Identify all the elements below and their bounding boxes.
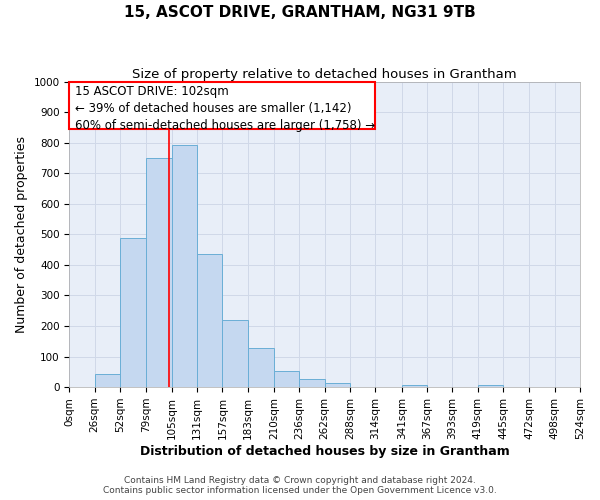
Text: 15, ASCOT DRIVE, GRANTHAM, NG31 9TB: 15, ASCOT DRIVE, GRANTHAM, NG31 9TB	[124, 5, 476, 20]
Bar	[223, 320, 248, 387]
Bar	[197, 254, 223, 387]
FancyBboxPatch shape	[70, 82, 376, 129]
Bar	[478, 384, 503, 387]
Bar	[146, 158, 172, 387]
Title: Size of property relative to detached houses in Grantham: Size of property relative to detached ho…	[133, 68, 517, 80]
Bar	[95, 374, 120, 387]
Text: Contains HM Land Registry data © Crown copyright and database right 2024.
Contai: Contains HM Land Registry data © Crown c…	[103, 476, 497, 495]
Bar	[248, 348, 274, 387]
Bar	[299, 378, 325, 387]
Bar	[274, 371, 299, 387]
Y-axis label: Number of detached properties: Number of detached properties	[15, 136, 28, 333]
Text: 15 ASCOT DRIVE: 102sqm
← 39% of detached houses are smaller (1,142)
60% of semi-: 15 ASCOT DRIVE: 102sqm ← 39% of detached…	[74, 84, 374, 132]
Bar	[325, 383, 350, 387]
Bar	[120, 238, 146, 387]
Bar	[401, 386, 427, 387]
X-axis label: Distribution of detached houses by size in Grantham: Distribution of detached houses by size …	[140, 444, 509, 458]
Bar	[172, 145, 197, 387]
